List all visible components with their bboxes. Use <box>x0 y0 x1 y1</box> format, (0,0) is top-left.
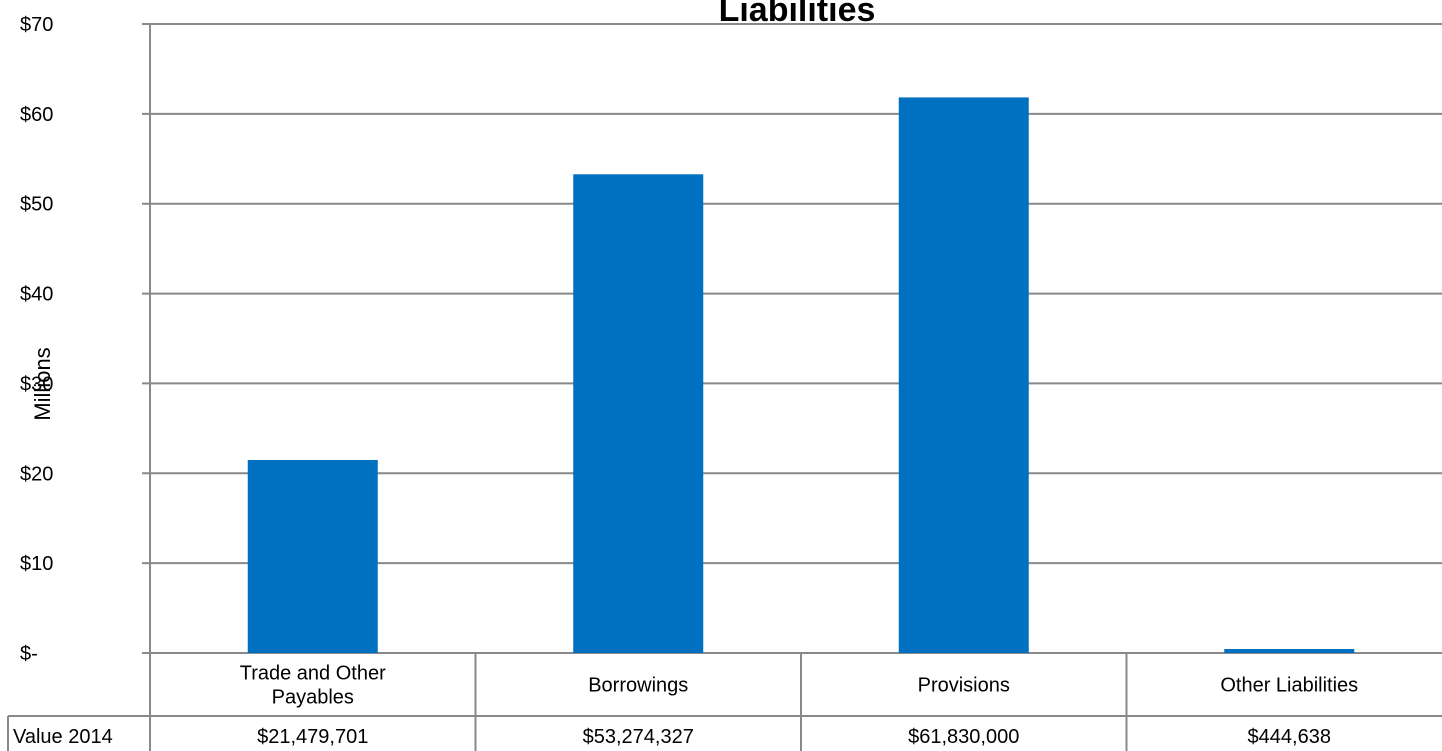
y-tick-label: $10 <box>20 553 53 575</box>
bar <box>573 174 704 653</box>
y-tick-label: $50 <box>20 194 53 216</box>
bar <box>1224 649 1355 653</box>
y-tick-label: $30 <box>20 373 53 395</box>
y-tick-label: $- <box>20 643 38 665</box>
y-ticks: $- $10 $20 $30 $40 $50 $60 $70 <box>20 14 53 665</box>
bar <box>898 97 1029 654</box>
y-tick-label: $70 <box>20 14 53 36</box>
y-tick-label: $40 <box>20 284 53 306</box>
x-tick-label: Provisions <box>918 675 1010 697</box>
y-tick-label: $60 <box>20 104 53 126</box>
data-table-value: $444,638 <box>1248 726 1331 748</box>
data-table-value: $53,274,327 <box>583 726 694 748</box>
data-table-value: $61,830,000 <box>908 726 1019 748</box>
x-tick-label: Trade and Other <box>240 663 386 685</box>
series-label: Value 2014 <box>13 726 113 748</box>
x-tick-label: Payables <box>272 687 354 709</box>
x-tick-label: Borrowings <box>588 675 688 697</box>
y-axis-label: Millions <box>30 347 55 420</box>
x-tick-label: Other Liabilities <box>1220 675 1358 697</box>
data-table-value: $21,479,701 <box>257 726 368 748</box>
bar <box>247 459 378 653</box>
gridlines <box>142 23 1442 751</box>
y-tick-label: $20 <box>20 463 53 485</box>
bars <box>247 97 1355 654</box>
